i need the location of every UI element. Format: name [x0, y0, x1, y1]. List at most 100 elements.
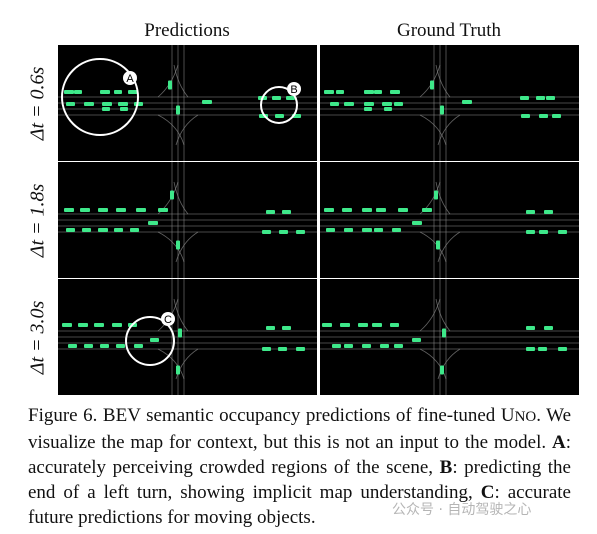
vehicle-occupancy — [544, 326, 553, 330]
vehicle-occupancy — [322, 323, 332, 327]
vehicle-occupancy — [544, 210, 553, 214]
prediction-panel-1 — [58, 162, 317, 278]
vehicle-occupancy — [120, 107, 128, 111]
vehicle-occupancy — [526, 230, 535, 234]
vehicle-occupancy — [324, 90, 334, 94]
vehicle-occupancy — [344, 228, 353, 232]
annotation-badge — [123, 71, 137, 85]
vehicle-occupancy — [168, 80, 172, 90]
vehicle-occupancy — [118, 102, 128, 106]
road-line — [175, 348, 199, 380]
ground-truth-header: Ground Truth — [397, 20, 501, 41]
caption-fig-label: Figure 6. — [28, 405, 98, 426]
vehicle-occupancy — [98, 228, 108, 232]
road-line — [173, 181, 189, 215]
vehicle-occupancy — [380, 344, 389, 348]
watermark: 公众号 · 自动驾驶之心 — [392, 502, 532, 518]
vehicle-occupancy — [98, 208, 108, 212]
road-line — [419, 348, 447, 380]
ground-truth-panel-0 — [320, 45, 579, 161]
vehicle-occupancy — [390, 90, 400, 94]
vehicle-occupancy — [170, 190, 174, 200]
vehicle-occupancy — [64, 208, 74, 212]
vehicle-occupancy — [66, 228, 75, 232]
vehicle-occupancy — [520, 96, 529, 100]
road-line — [435, 64, 451, 98]
row-label-1: Δt = 1.8s — [26, 183, 49, 258]
vehicle-occupancy — [526, 210, 535, 214]
vehicle-occupancy — [128, 90, 138, 94]
vehicle-occupancy — [116, 344, 125, 348]
vehicle-occupancy — [376, 208, 386, 212]
vehicle-occupancy — [296, 347, 305, 351]
vehicle-occupancy — [84, 344, 93, 348]
caption-a-text: : accurately perceiving crowded regions … — [28, 432, 571, 478]
vehicle-occupancy — [462, 100, 472, 104]
vehicle-occupancy — [176, 365, 180, 375]
vehicle-occupancy — [526, 347, 535, 351]
vehicle-occupancy — [272, 96, 281, 100]
vehicle-occupancy — [362, 228, 372, 232]
vehicle-occupancy — [344, 344, 353, 348]
road-line — [157, 348, 185, 380]
ground-truth-panel-1 — [320, 162, 579, 278]
annotation-a: A — [61, 58, 139, 136]
annotation-badge — [161, 312, 175, 326]
vehicle-occupancy — [332, 344, 341, 348]
vehicle-occupancy — [62, 323, 72, 327]
bev-occupancy-grid: A B C — [58, 45, 579, 395]
vehicle-occupancy — [266, 210, 275, 214]
vehicle-occupancy — [262, 347, 271, 351]
prediction-panel-0 — [58, 45, 317, 161]
vehicle-occupancy — [100, 344, 109, 348]
vehicle-occupancy — [344, 102, 354, 106]
vehicle-occupancy — [178, 328, 182, 338]
caption-b-text: : predicting the end of a left turn, sho… — [28, 457, 571, 503]
vehicle-occupancy — [64, 90, 74, 94]
annotation-circle — [61, 58, 139, 136]
vehicle-occupancy — [296, 230, 305, 234]
vehicle-occupancy — [102, 107, 110, 111]
annotation-b: B — [260, 82, 301, 124]
vehicle-occupancy — [539, 230, 548, 234]
road-line — [173, 298, 189, 332]
vehicle-occupancy — [279, 230, 288, 234]
road-line — [437, 348, 461, 380]
vehicle-occupancy — [102, 102, 112, 106]
vehicle-occupancy — [112, 323, 122, 327]
vehicle-occupancy — [80, 208, 90, 212]
vehicle-occupancy — [412, 221, 422, 225]
vehicle-occupancy — [82, 228, 91, 232]
vehicle-occupancy — [521, 114, 530, 118]
vehicle-occupancy — [68, 344, 77, 348]
road-line — [437, 231, 461, 263]
vehicle-occupancy — [114, 228, 123, 232]
vehicle-occupancy — [394, 102, 403, 106]
vehicle-occupancy — [558, 347, 567, 351]
vehicle-occupancy — [436, 240, 440, 250]
road-line — [173, 64, 189, 98]
vehicle-occupancy — [114, 90, 122, 94]
ground-truth-panel-2 — [320, 279, 579, 395]
caption-model-name: UNO — [500, 405, 537, 426]
vehicle-occupancy — [364, 90, 374, 94]
road-line — [419, 181, 441, 215]
vehicle-occupancy — [392, 228, 401, 232]
row-label-0: Δt = 0.6s — [26, 66, 49, 141]
vehicle-occupancy — [358, 323, 368, 327]
vehicle-occupancy — [422, 208, 432, 212]
vehicle-occupancy — [440, 105, 444, 115]
prediction-panel-2 — [58, 279, 317, 395]
annotation-letter: C — [164, 314, 172, 326]
annotation-badge — [287, 82, 301, 96]
caption-c-label: C — [480, 482, 495, 503]
vehicle-occupancy — [536, 96, 545, 100]
figure-caption: Figure 6. BEV semantic occupancy predict… — [28, 403, 571, 530]
vehicle-occupancy — [394, 344, 403, 348]
vehicle-occupancy — [202, 100, 212, 104]
vehicle-occupancy — [340, 323, 350, 327]
caption-text-2: . We visualize the map for context, but … — [28, 405, 572, 453]
vehicle-occupancy — [116, 208, 126, 212]
row-label-2: Δt = 3.0s — [26, 300, 49, 374]
vehicle-occupancy — [286, 96, 295, 100]
